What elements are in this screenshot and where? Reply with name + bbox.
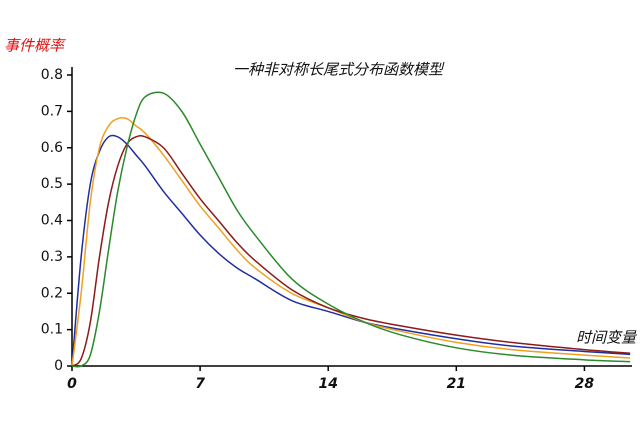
y-axis-label: 事件概率 [4, 37, 66, 55]
y-tick-label: 0.7 [41, 103, 63, 119]
x-tick-label: 28 [575, 376, 595, 392]
y-tick-label: 0.5 [41, 176, 63, 192]
y-tick-label: 0.6 [41, 140, 63, 156]
y-tick-label: 0.8 [41, 67, 63, 83]
series-line [71, 134, 631, 367]
x-axis-label: 时间变量 [576, 329, 638, 347]
series-line [71, 91, 631, 368]
x-tick-label: 21 [447, 376, 466, 392]
y-tick-label: 0.3 [41, 249, 63, 265]
y-tick-label: 0.4 [41, 213, 63, 229]
x-tick-label: 0 [67, 376, 77, 392]
chart-title: 一种非对称长尾式分布函数模型 [233, 61, 445, 79]
series-line [71, 134, 631, 367]
y-tick-label: 0.2 [41, 285, 63, 301]
series-line [71, 116, 631, 367]
y-tick-label: 0 [54, 358, 63, 374]
y-tick-label: 0.1 [41, 322, 63, 338]
x-tick-label: 14 [318, 376, 337, 392]
x-tick-label: 7 [195, 376, 205, 392]
